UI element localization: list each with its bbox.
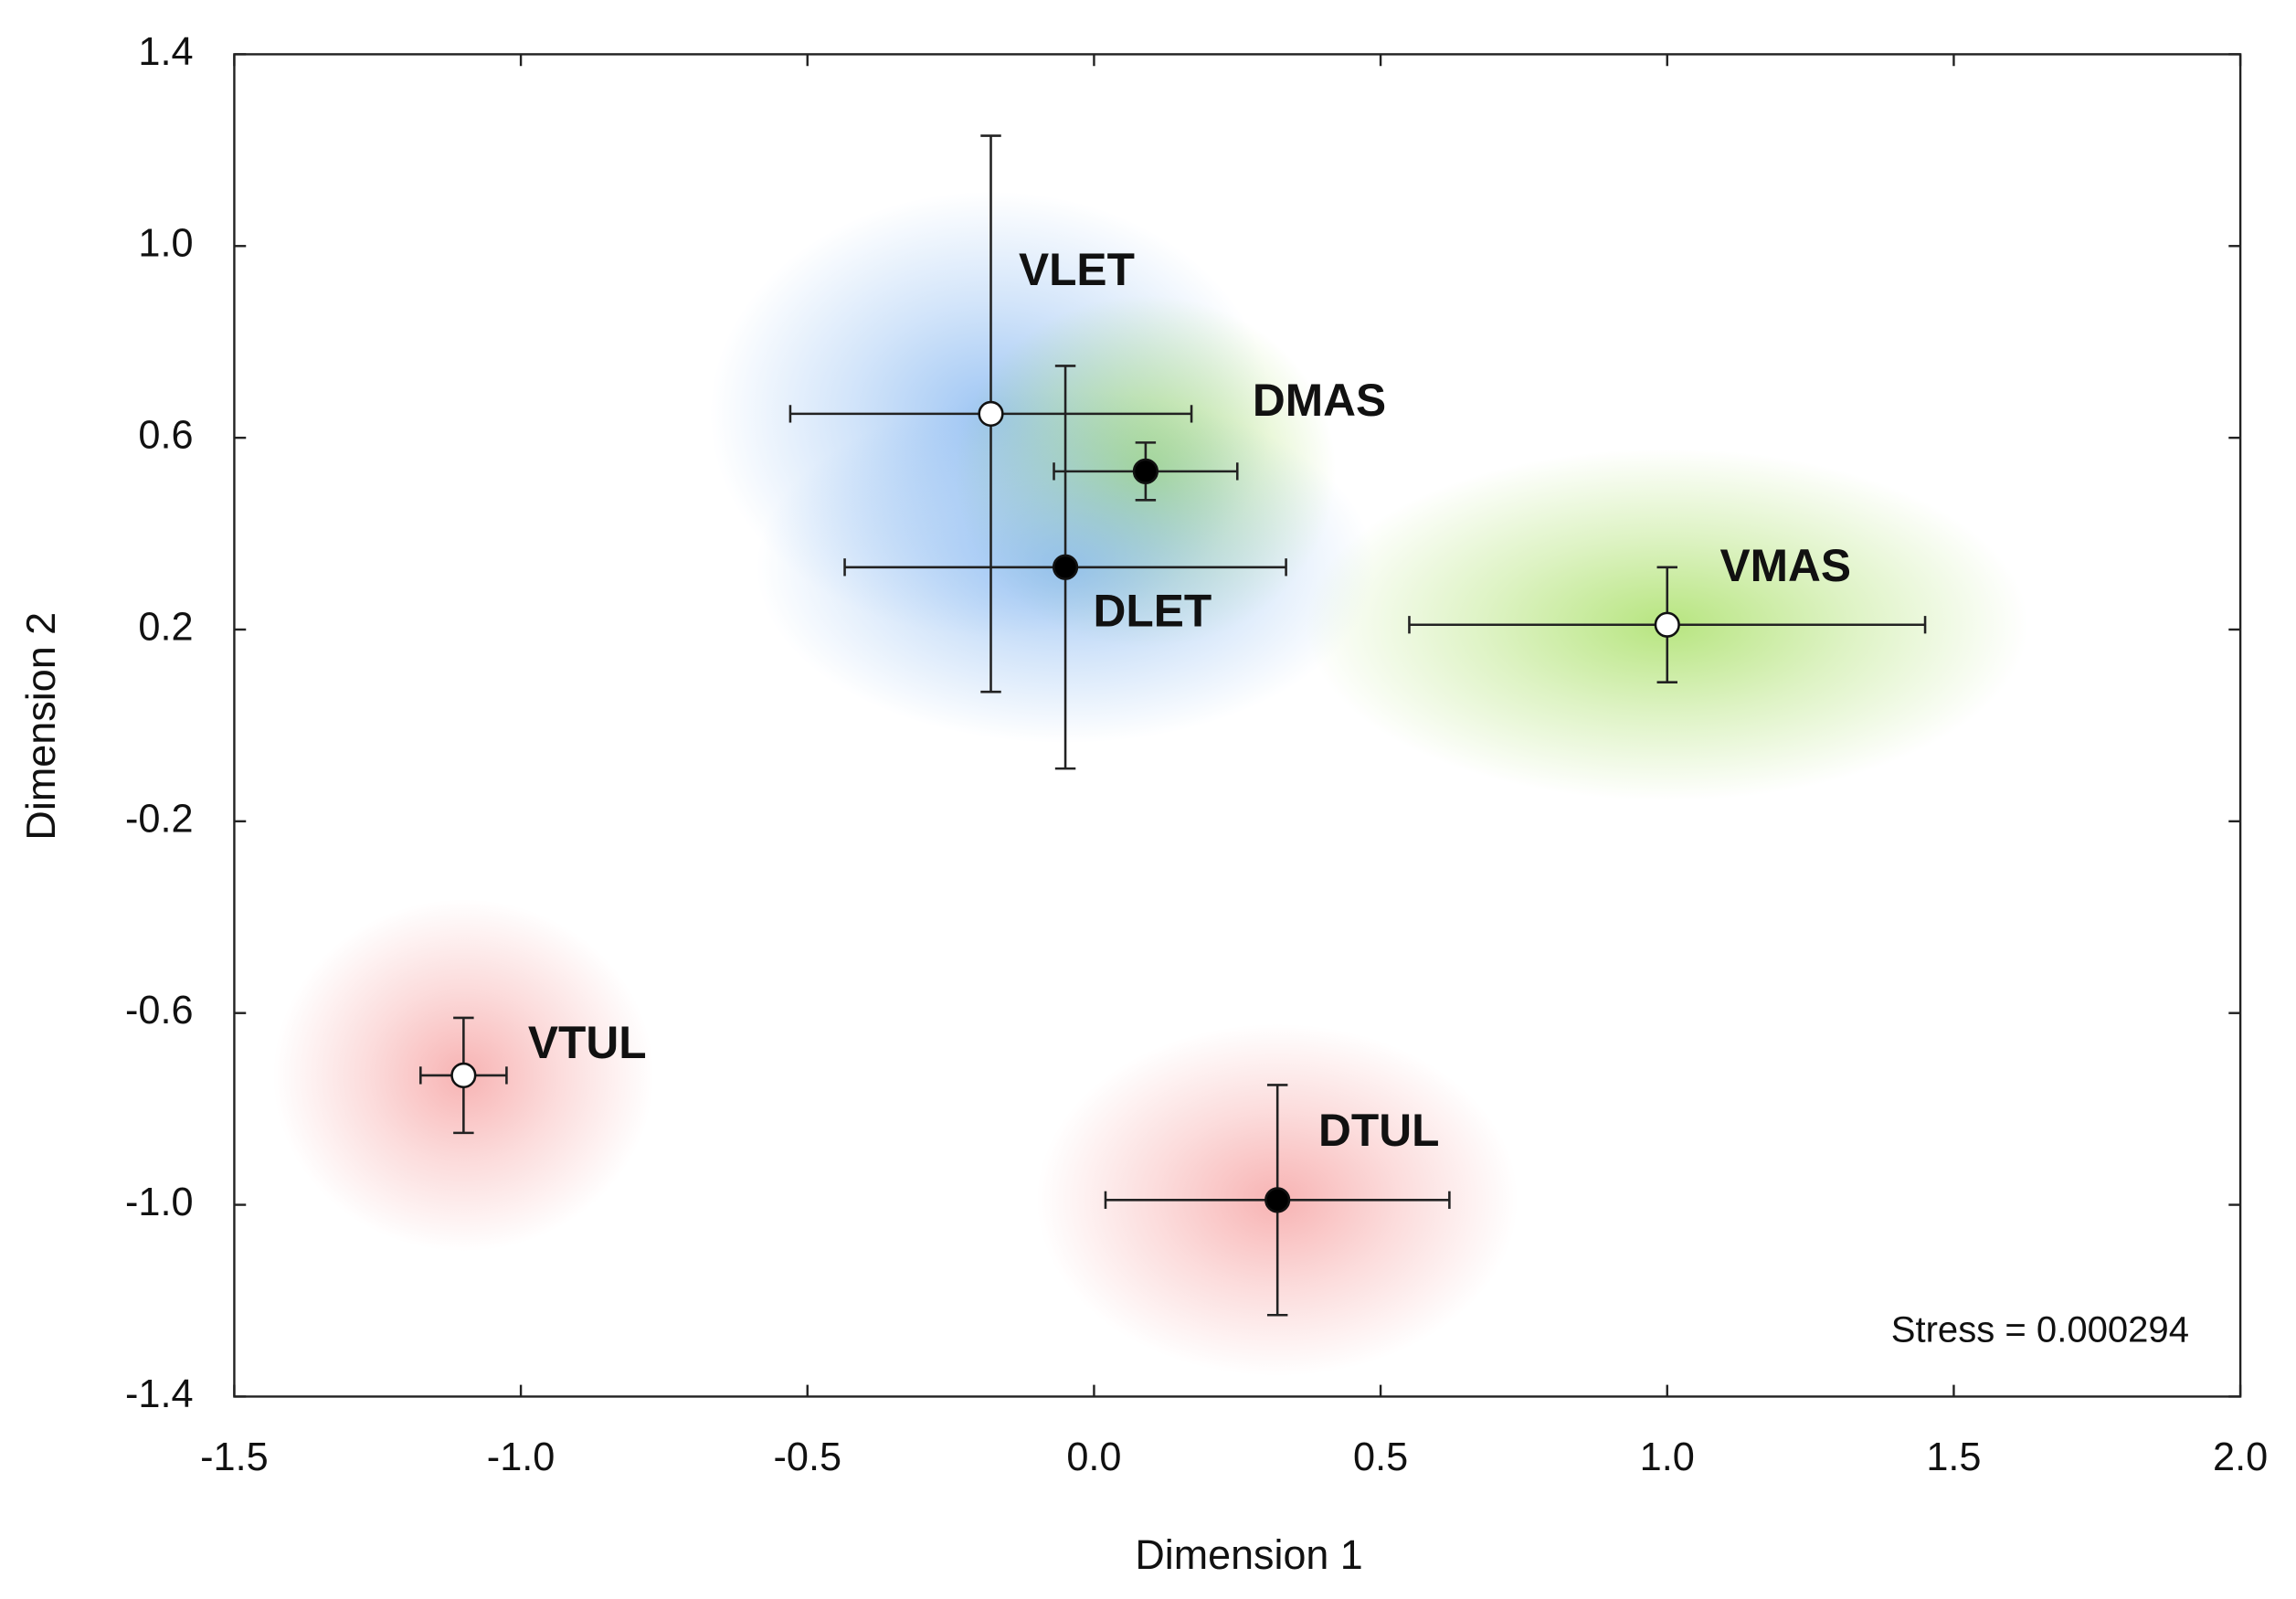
point-label: DMAS	[1253, 375, 1386, 426]
y-tick-label: -0.6	[125, 989, 194, 1032]
point-label: DTUL	[1318, 1105, 1439, 1156]
point-label: DLET	[1094, 585, 1212, 636]
y-tick-label: 0.2	[138, 605, 193, 649]
point	[1654, 611, 1680, 638]
point-label: VTUL	[528, 1017, 647, 1068]
x-tick-label: 2.0	[2213, 1435, 2268, 1479]
point-label: VMAS	[1719, 540, 1851, 591]
x-tick-label: -1.5	[200, 1435, 269, 1479]
plot-frame	[233, 53, 2242, 1398]
y-tick-label: 1.0	[138, 222, 193, 266]
x-tick-label: 1.0	[1640, 1435, 1695, 1479]
point	[450, 1062, 477, 1089]
x-tick-label: 1.5	[1926, 1435, 1981, 1479]
point-label: VLET	[1019, 244, 1135, 295]
y-axis-label: Dimension 2	[17, 612, 64, 841]
x-tick-label: -0.5	[773, 1435, 841, 1479]
y-tick-label: -1.4	[125, 1372, 194, 1416]
point	[1052, 554, 1079, 580]
x-tick-label: 0.5	[1353, 1435, 1408, 1479]
point	[978, 400, 1004, 428]
x-tick-label: 0.0	[1066, 1435, 1121, 1479]
point	[1264, 1187, 1291, 1213]
y-tick-label: -0.2	[125, 797, 194, 841]
y-tick-label: 0.6	[138, 414, 193, 458]
stress-annotation: Stress = 0.000294	[1891, 1309, 2189, 1350]
x-tick-label: -1.0	[487, 1435, 555, 1479]
y-tick-label: 1.4	[138, 30, 193, 74]
x-axis-label: Dimension 1	[1135, 1531, 1362, 1578]
y-tick-label: -1.0	[125, 1181, 194, 1224]
point	[1132, 458, 1159, 484]
